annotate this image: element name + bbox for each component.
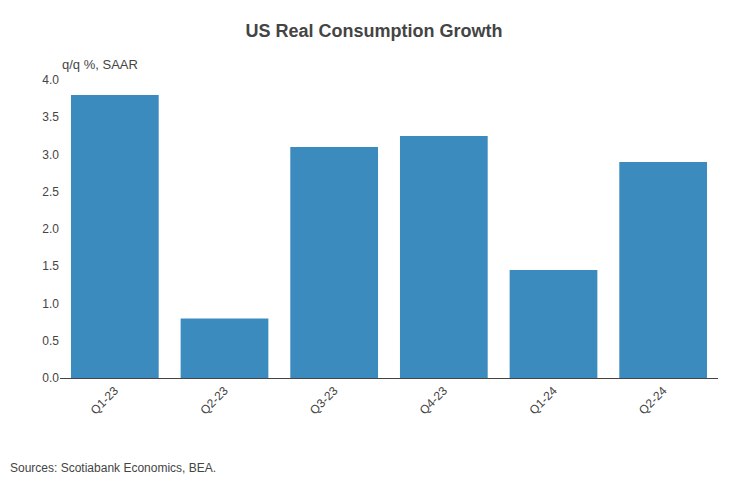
- svg-text:q/q %, SAAR: q/q %, SAAR: [62, 57, 138, 72]
- svg-text:0.5: 0.5: [42, 334, 59, 348]
- svg-text:2.0: 2.0: [42, 222, 59, 236]
- svg-text:Q4-23: Q4-23: [417, 384, 451, 418]
- svg-text:4.0: 4.0: [42, 73, 59, 87]
- svg-text:US Real Consumption Growth: US Real Consumption Growth: [245, 21, 502, 41]
- svg-text:1.0: 1.0: [42, 297, 59, 311]
- svg-text:3.0: 3.0: [42, 148, 59, 162]
- svg-text:3.5: 3.5: [42, 110, 59, 124]
- svg-text:2.5: 2.5: [42, 185, 59, 199]
- svg-text:Q1-23: Q1-23: [88, 384, 122, 418]
- svg-text:1.5: 1.5: [42, 259, 59, 273]
- svg-text:Q2-23: Q2-23: [197, 384, 231, 418]
- svg-text:Q1-24: Q1-24: [526, 384, 560, 418]
- svg-text:0.0: 0.0: [42, 371, 59, 385]
- svg-text:Sources: Scotiabank Economics,: Sources: Scotiabank Economics, BEA.: [10, 461, 216, 475]
- svg-text:Q2-24: Q2-24: [636, 384, 670, 418]
- svg-text:Q3-23: Q3-23: [307, 384, 341, 418]
